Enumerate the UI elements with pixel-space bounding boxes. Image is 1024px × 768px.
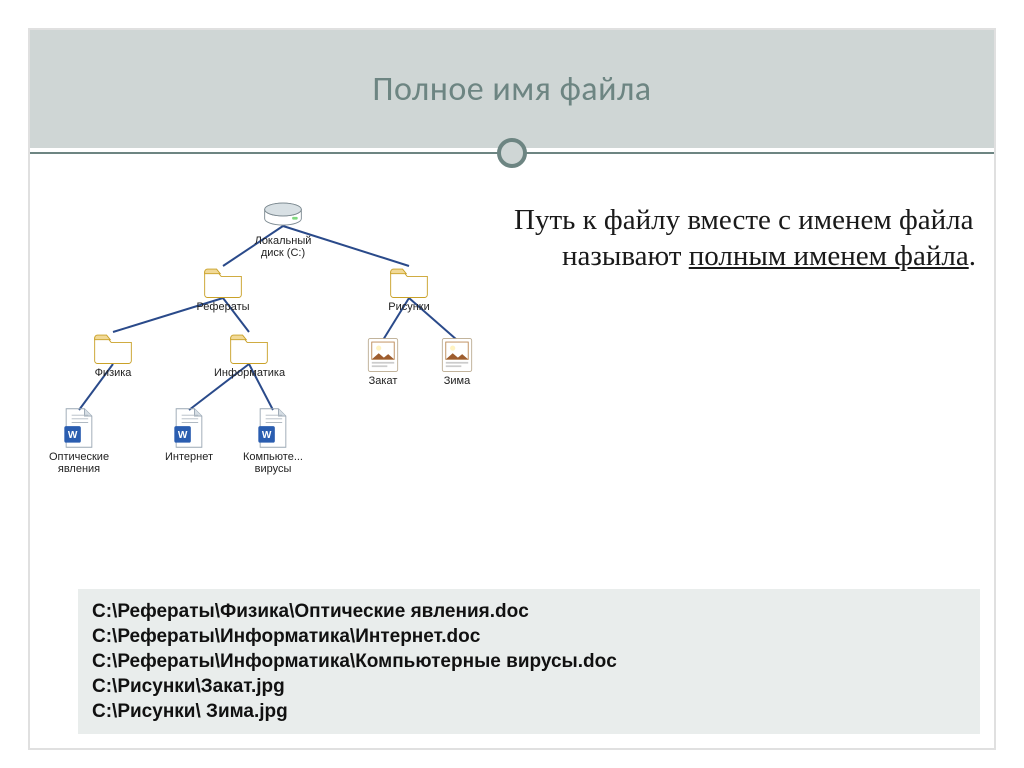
description-paragraph: Путь к файлу вместе с именем файла назыв… xyxy=(514,202,994,275)
path-item: C:\Рисунки\Закат.jpg xyxy=(92,674,970,699)
tree-node-net: W Интернет xyxy=(154,406,224,464)
para-line1: Путь к файлу вместе с xyxy=(514,204,791,236)
node-label: Локальный диск (C:) xyxy=(248,236,318,259)
file-paths-list: C:\Рефераты\Физика\Оптические явления.do… xyxy=(78,589,980,734)
node-label: Рисунки xyxy=(374,302,444,314)
slide-frame: Полное имя файла Локальный диск (C:) Рефе… xyxy=(28,28,996,750)
node-label: Рефераты xyxy=(188,302,258,314)
divider xyxy=(30,138,994,168)
node-label: Оптическиеявления xyxy=(44,452,114,475)
node-label: Физика xyxy=(78,368,148,380)
tree-node-root: Локальный диск (C:) xyxy=(248,196,318,259)
tree-node-pic: Рисунки xyxy=(374,262,444,314)
node-label: Компьюте...вирусы xyxy=(238,452,308,475)
ring-icon xyxy=(497,138,527,168)
para-line3: полным именем файла xyxy=(689,240,969,272)
tree-node-sun: Закат xyxy=(348,336,418,388)
svg-text:W: W xyxy=(68,430,78,441)
slide-title: Полное имя файла xyxy=(372,69,651,110)
tree-node-ref: Рефераты xyxy=(188,262,258,314)
title-band: Полное имя файла xyxy=(30,30,994,148)
svg-text:W: W xyxy=(178,430,188,441)
path-item: C:\Рефераты\Физика\Оптические явления.do… xyxy=(92,599,970,624)
tree-node-win: Зима xyxy=(422,336,492,388)
tree-node-vir: W Компьюте...вирусы xyxy=(238,406,308,475)
para-period: . xyxy=(969,240,976,272)
svg-text:W: W xyxy=(262,430,272,441)
node-label: Зима xyxy=(422,376,492,388)
tree-node-inf: Информатика xyxy=(214,328,284,380)
content-area: Локальный диск (C:) Рефераты Рисунки Физика… xyxy=(30,168,994,748)
tree-node-phys: Физика xyxy=(78,328,148,380)
node-label: Информатика xyxy=(214,368,284,380)
path-item: C:\Рефераты\Информатика\Интернет.doc xyxy=(92,624,970,649)
node-label: Закат xyxy=(348,376,418,388)
file-tree-diagram: Локальный диск (C:) Рефераты Рисунки Физика… xyxy=(38,188,498,488)
node-label: Интернет xyxy=(154,452,224,464)
path-item: C:\Рефераты\Информатика\Компьютерные вир… xyxy=(92,649,970,674)
tree-node-opt: W Оптическиеявления xyxy=(44,406,114,475)
path-item: C:\Рисунки\ Зима.jpg xyxy=(92,699,970,724)
